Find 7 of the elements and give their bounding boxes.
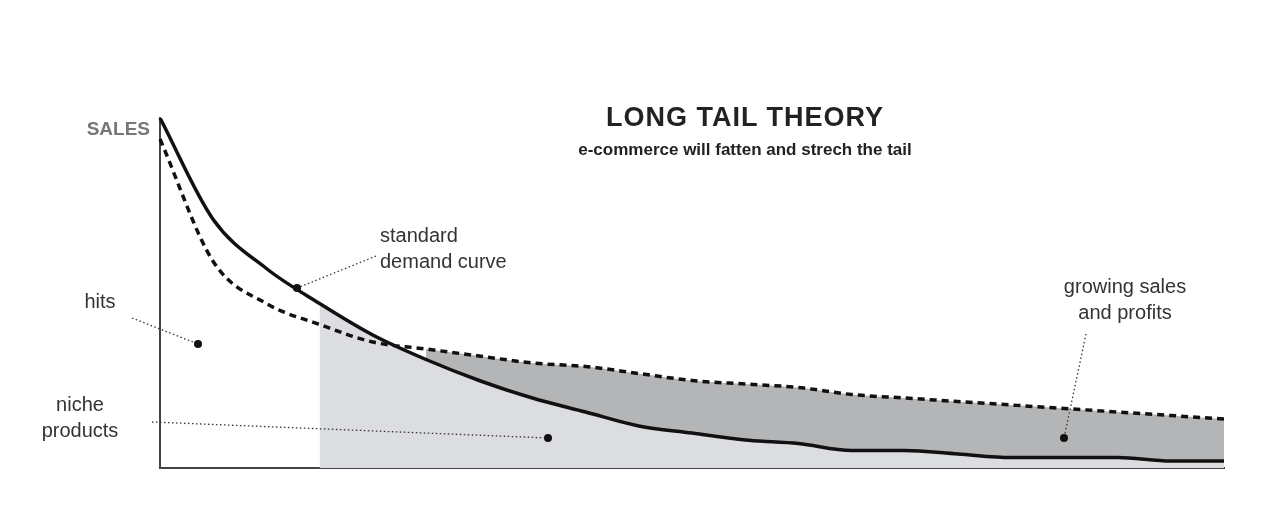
annotation: growing sales and profits xyxy=(1062,274,1188,325)
chart-title: LONG TAIL THEORY xyxy=(605,102,885,133)
text: niche products xyxy=(40,392,120,443)
text: e-commerce will fatten and strech the tail xyxy=(577,140,913,160)
text: hits xyxy=(83,289,117,314)
y-axis-title: SALES xyxy=(85,118,150,140)
annotation: standard demand curve xyxy=(380,223,508,274)
